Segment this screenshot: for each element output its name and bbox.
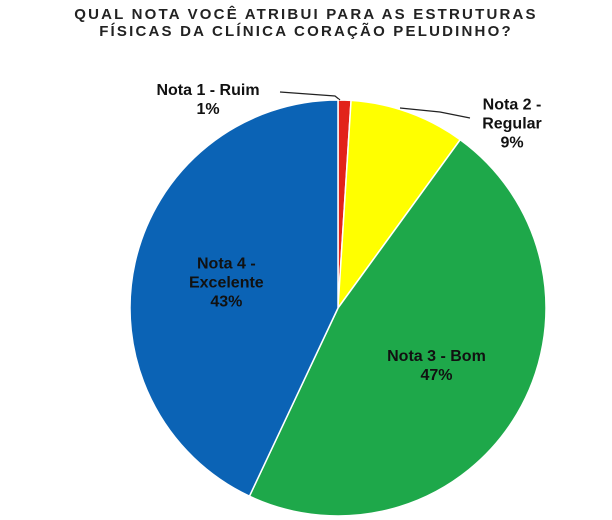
slice-label: Nota 2 - Regular 9%	[472, 96, 552, 153]
pie-slice	[337, 99, 462, 311]
value-label: 43%	[210, 293, 243, 311]
leader-line	[399, 107, 471, 119]
pie-slice	[248, 138, 547, 517]
leader-line	[279, 91, 341, 101]
category-label: Nota 4 - Excelente	[188, 255, 264, 292]
slice-label: Nota 3 - Bom 47%	[371, 347, 501, 385]
chart-title: QUAL NOTA VOCÊ ATRIBUI PARA AS ESTRUTURA…	[74, 6, 538, 40]
category-label: Nota 2 - Regular	[482, 96, 542, 133]
slice-label: Nota 4 - Excelente 43%	[161, 255, 291, 312]
value-label: 47%	[420, 367, 453, 385]
category-label: Nota 3 - Bom	[387, 348, 486, 366]
slice-label: Nota 1 - Ruim 1%	[143, 81, 273, 119]
value-label: 1%	[196, 101, 220, 118]
value-label: 9%	[500, 134, 524, 152]
category-label: Nota 1 - Ruim	[156, 82, 260, 99]
pie-slice	[129, 99, 339, 498]
